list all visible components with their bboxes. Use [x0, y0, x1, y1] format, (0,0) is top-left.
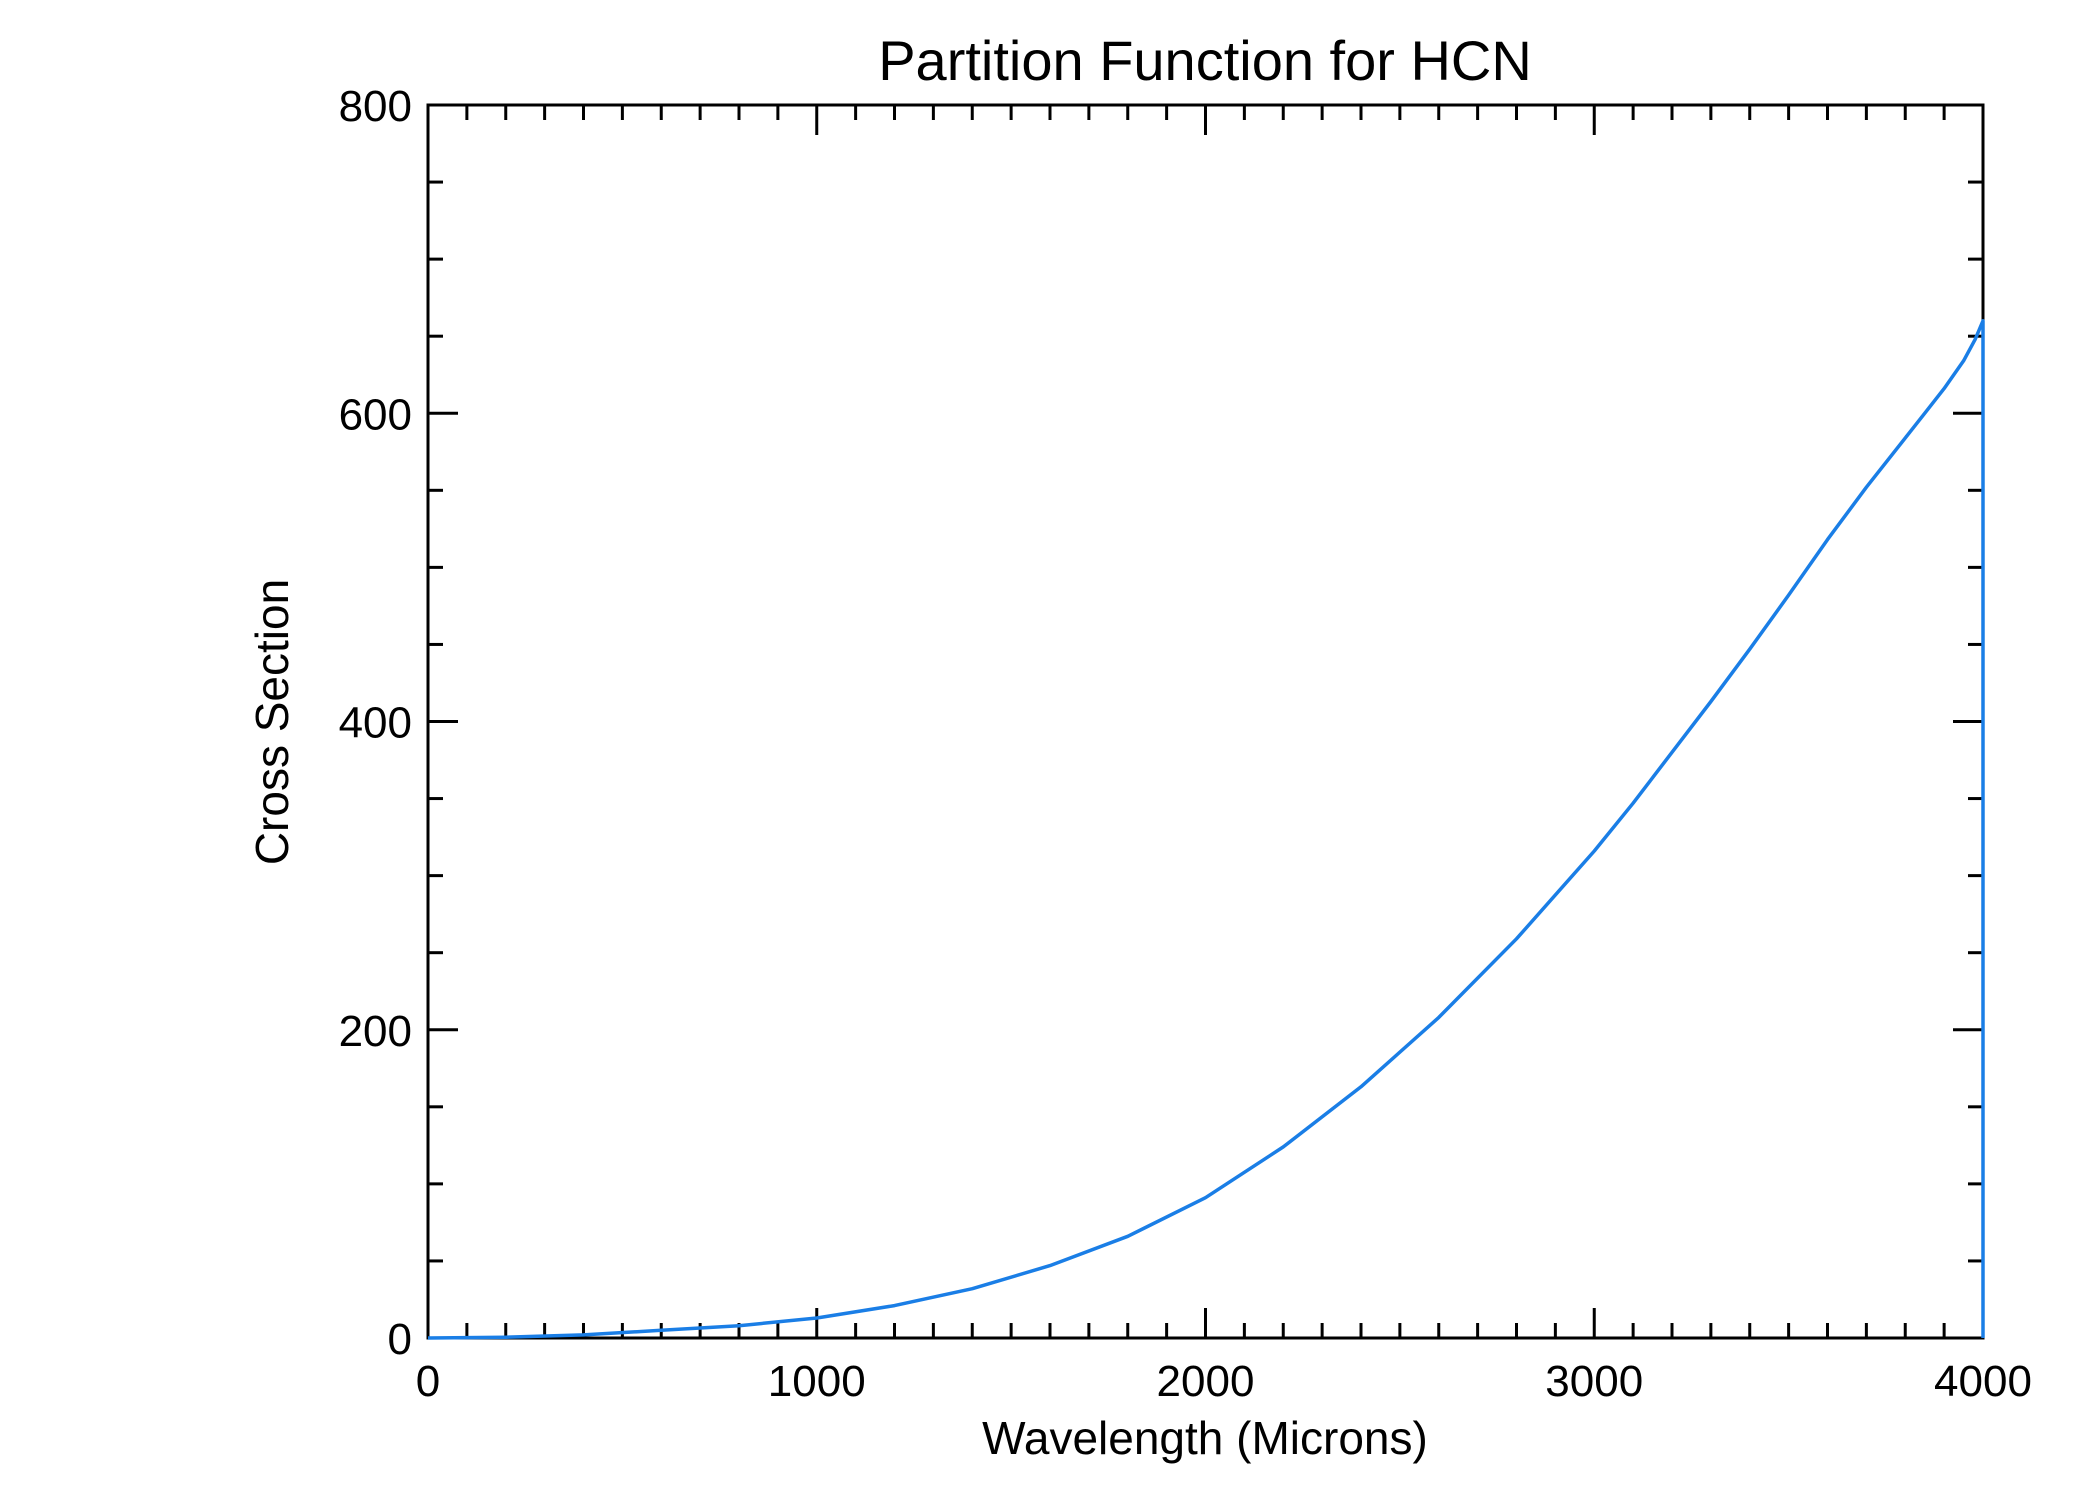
- y-tick-label: 200: [339, 1007, 412, 1056]
- plot-frame: [426, 103, 1985, 1340]
- y-tick-label: 800: [339, 82, 412, 131]
- x-tick-label: 2000: [1157, 1357, 1255, 1406]
- y-tick-label: 600: [339, 390, 412, 439]
- x-tick-label: 3000: [1545, 1357, 1643, 1406]
- minor-ticks: [428, 105, 1983, 1338]
- x-tick-label: 0: [416, 1357, 440, 1406]
- y-axis-label: Cross Section: [246, 579, 298, 865]
- x-axis-label: Wavelength (Microns): [982, 1412, 1428, 1464]
- y-tick-label: 0: [388, 1315, 412, 1364]
- chart-title: Partition Function for HCN: [878, 29, 1532, 92]
- x-tick-label: 4000: [1934, 1357, 2032, 1406]
- major-ticks: [426, 103, 1985, 1340]
- y-tick-labels: 0 200 400 600 800: [339, 82, 412, 1364]
- x-tick-labels: 0 1000 2000 3000 4000: [416, 1357, 2032, 1406]
- series-line: [427, 319, 1985, 1340]
- x-tick-label: 1000: [768, 1357, 866, 1406]
- y-tick-label: 400: [339, 699, 412, 748]
